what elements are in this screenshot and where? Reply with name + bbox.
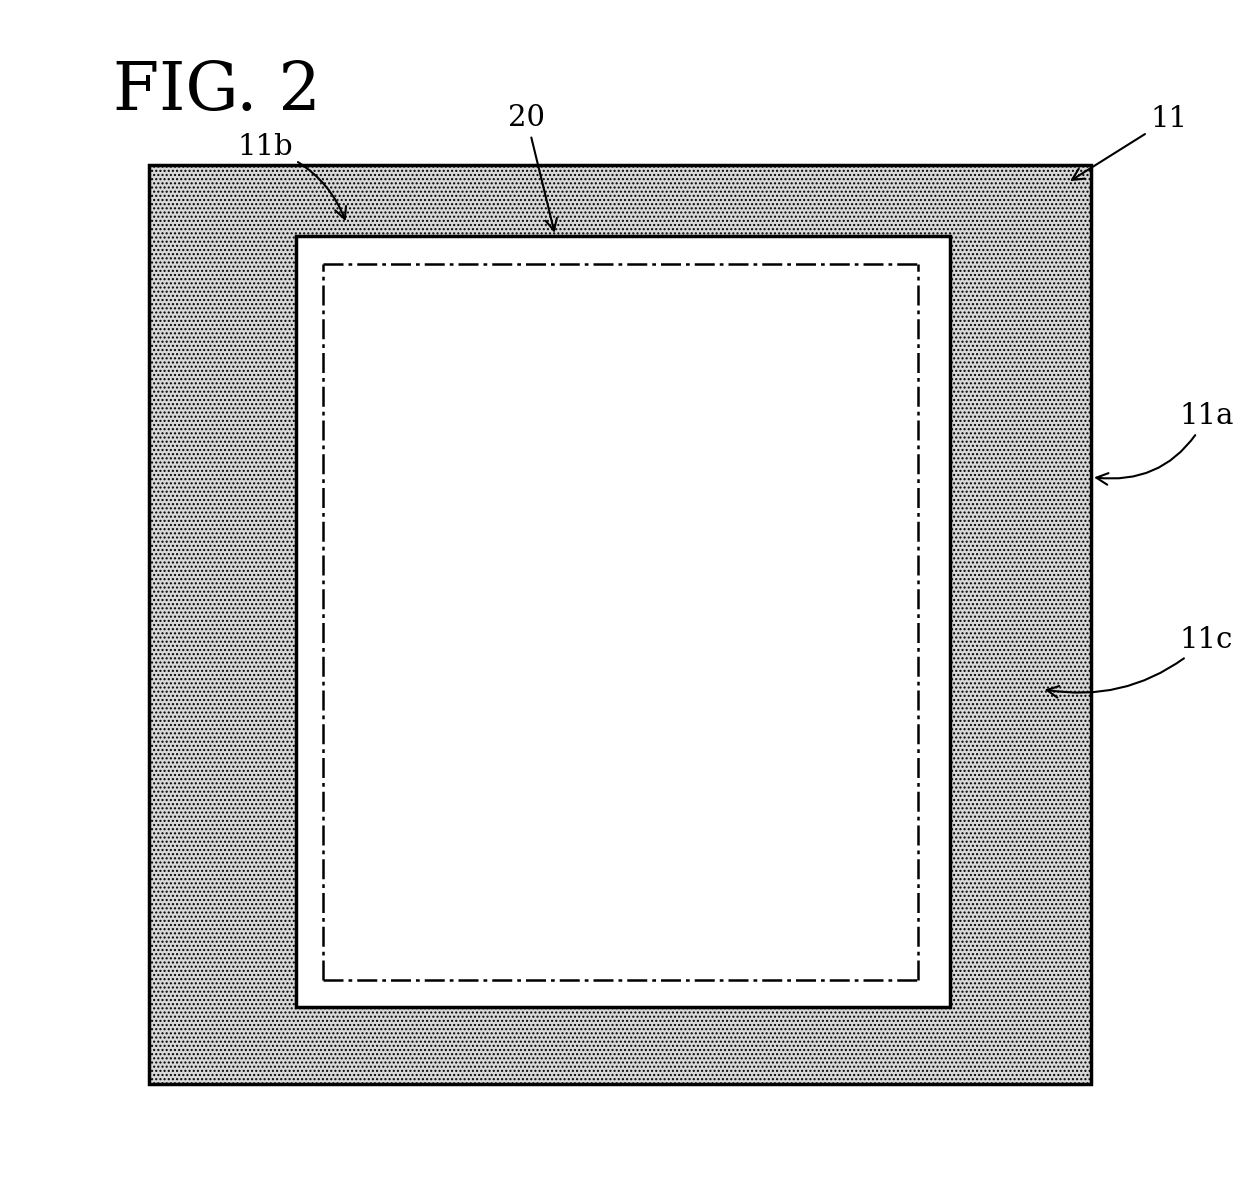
Text: 11a: 11a <box>1096 402 1234 484</box>
Text: 11: 11 <box>1071 105 1187 180</box>
Text: FIG. 2: FIG. 2 <box>114 59 321 124</box>
Bar <box>149 165 1091 1084</box>
Bar <box>296 236 950 1007</box>
Text: 11c: 11c <box>1047 626 1233 697</box>
Text: 11b: 11b <box>237 133 346 219</box>
Text: 20: 20 <box>508 104 557 231</box>
